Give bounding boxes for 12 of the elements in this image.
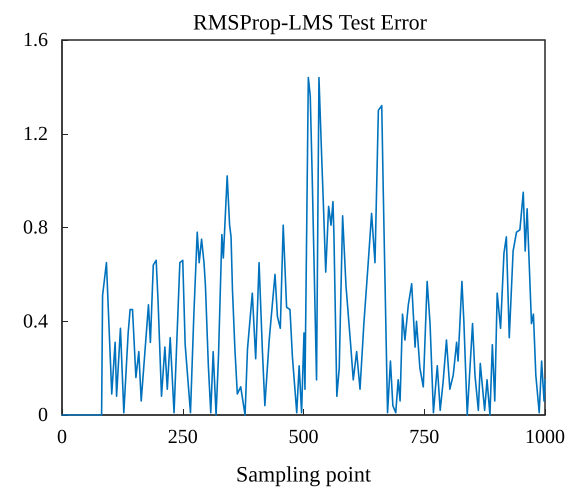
y-tick-label: 0.4 xyxy=(23,310,48,332)
x-tick-label: 500 xyxy=(288,426,318,448)
y-tick-label: 0 xyxy=(38,404,48,426)
x-tick-label: 0 xyxy=(57,426,67,448)
y-tick-label: 0.8 xyxy=(23,216,48,238)
x-tick-label: 1000 xyxy=(525,426,565,448)
x-tick-label: 750 xyxy=(409,426,440,448)
x-tick-label: 250 xyxy=(168,426,198,448)
y-tick-label: 1.6 xyxy=(23,29,48,51)
y-tick-label: 1.2 xyxy=(23,122,48,145)
chart-title: RMSProp-LMS Test Error xyxy=(193,10,428,34)
x-axis-title: Sampling point xyxy=(236,462,372,486)
